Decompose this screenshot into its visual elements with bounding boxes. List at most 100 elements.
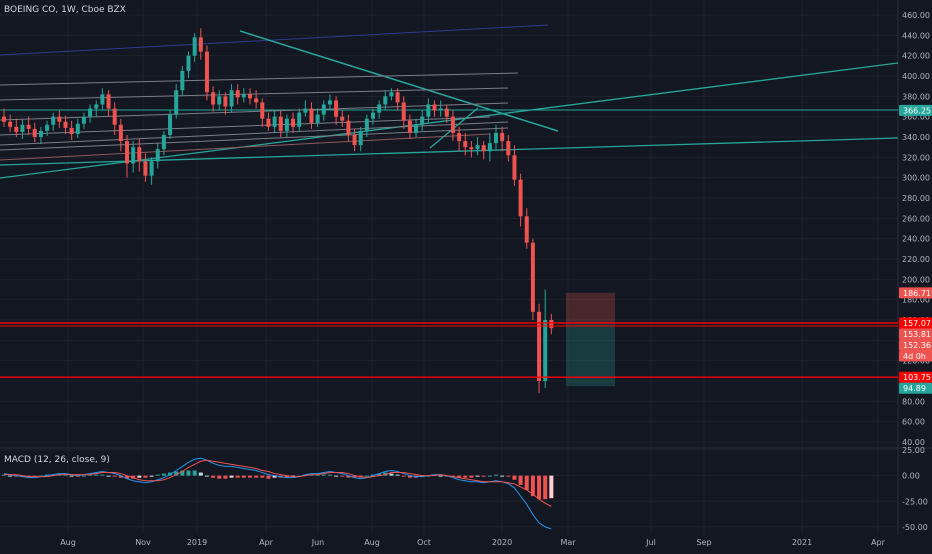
channel-line[interactable] [0, 127, 509, 151]
candle-body[interactable] [180, 70, 185, 91]
candle-body[interactable] [241, 94, 246, 98]
candle-body[interactable] [8, 121, 13, 127]
candle-body[interactable] [309, 108, 314, 123]
candle-body[interactable] [438, 108, 443, 111]
candle-body[interactable] [75, 123, 80, 134]
candle-body[interactable] [51, 116, 56, 125]
candle-body[interactable] [149, 161, 154, 176]
candle-body[interactable] [377, 104, 382, 113]
candle-body[interactable] [94, 104, 99, 109]
candle-body[interactable] [358, 130, 363, 146]
rising-support-trendline[interactable] [0, 62, 899, 179]
candle-body[interactable] [549, 320, 554, 329]
candle-body[interactable] [235, 90, 240, 98]
candle-body[interactable] [211, 92, 216, 105]
price-label-level[interactable]: 103.75 [899, 371, 932, 383]
candle-body[interactable] [414, 124, 419, 133]
candle-body[interactable] [327, 100, 332, 105]
candle-body[interactable] [303, 108, 308, 113]
candle-body[interactable] [137, 147, 142, 162]
descending-resistance-trendline[interactable] [239, 30, 559, 132]
candle-body[interactable] [450, 116, 455, 133]
candle-body[interactable] [512, 155, 517, 180]
candle-body[interactable] [14, 126, 19, 132]
candle-body[interactable] [420, 116, 425, 125]
price-label-risk[interactable]: 186.71 [899, 287, 932, 299]
long-position-risk-zone[interactable] [566, 292, 615, 323]
candle-body[interactable] [352, 134, 357, 146]
price-label-profit[interactable]: 94.89 [899, 382, 932, 394]
candle-body[interactable] [118, 124, 123, 142]
candle-body[interactable] [2, 116, 6, 122]
candle-body[interactable] [364, 118, 369, 131]
candle-body[interactable] [223, 96, 228, 107]
candle-body[interactable] [174, 90, 179, 115]
price-label-last[interactable]: 153.81 [899, 328, 932, 340]
candle-body[interactable] [248, 94, 252, 99]
candle-body[interactable] [192, 37, 197, 56]
candle-body[interactable] [266, 118, 271, 127]
price-label-level[interactable]: 157.07 [899, 317, 932, 329]
candle-body[interactable] [112, 108, 117, 125]
candle-body[interactable] [537, 311, 542, 381]
candle-body[interactable] [63, 121, 68, 128]
candle-body[interactable] [500, 132, 505, 142]
candle-body[interactable] [401, 102, 406, 121]
horizontal-levels[interactable] [0, 322, 898, 378]
candle-body[interactable] [38, 130, 43, 137]
macd-line[interactable] [3, 457, 552, 530]
candle-body[interactable] [530, 242, 535, 312]
channel-line-red[interactable] [0, 133, 491, 161]
candle-body[interactable] [20, 124, 25, 132]
candle-body[interactable] [229, 90, 234, 107]
channel-line[interactable] [0, 72, 519, 86]
candle-body[interactable] [272, 116, 277, 127]
candle-body[interactable] [297, 112, 302, 127]
candle-body[interactable] [346, 120, 351, 135]
candle-body[interactable] [81, 116, 86, 124]
candle-body[interactable] [161, 134, 166, 150]
price-label-line[interactable]: 366.25 [899, 104, 932, 116]
channel-line[interactable] [0, 121, 509, 146]
drawings[interactable] [0, 24, 899, 387]
candle-body[interactable] [131, 147, 136, 164]
time-axis[interactable]: Aug Nov 2019 Apr Jun Aug Oct 2020 Mar Jul Sep 2021 A… [60, 538, 885, 547]
candle-body[interactable] [518, 179, 523, 217]
candle-body[interactable] [254, 98, 259, 103]
candle-body[interactable] [100, 94, 105, 105]
candle-body[interactable] [45, 124, 50, 131]
candle-body[interactable] [457, 132, 462, 142]
candle-body[interactable] [494, 132, 498, 144]
candle-body[interactable] [284, 118, 289, 131]
candle-body[interactable] [463, 141, 468, 148]
candle-body[interactable] [204, 51, 209, 93]
long-position-profit-zone[interactable] [566, 322, 615, 387]
candle-body[interactable] [69, 127, 74, 134]
candle-body[interactable] [340, 116, 345, 121]
candle-body[interactable] [407, 120, 412, 133]
candle-body[interactable] [475, 145, 480, 150]
price-axis[interactable]: 460.00 440.00 420.00 400.00 380.00 360.00 340.… [899, 11, 932, 532]
candle-body[interactable] [432, 104, 437, 111]
candle-body[interactable] [88, 108, 93, 117]
candle-body[interactable] [469, 147, 474, 150]
candle-body[interactable] [383, 96, 388, 105]
candle-body[interactable] [186, 55, 191, 71]
candle-body[interactable] [426, 104, 431, 117]
candle-body[interactable] [26, 124, 31, 129]
price-label-timer[interactable]: 4d 0h [899, 350, 932, 362]
candle-body[interactable] [334, 100, 339, 117]
candle-body[interactable] [481, 145, 486, 152]
channel-line[interactable] [0, 87, 509, 101]
candle-body[interactable] [321, 104, 326, 115]
candle-body[interactable] [32, 128, 37, 137]
candle-body[interactable] [260, 102, 265, 119]
macd-pane[interactable] [2, 457, 554, 530]
candle-body[interactable] [198, 37, 203, 52]
candle-body[interactable] [143, 161, 148, 176]
lower-trendline[interactable] [0, 137, 899, 166]
candle-body[interactable] [217, 96, 222, 105]
channel-line[interactable] [0, 116, 491, 136]
candle-body[interactable] [543, 320, 548, 381]
